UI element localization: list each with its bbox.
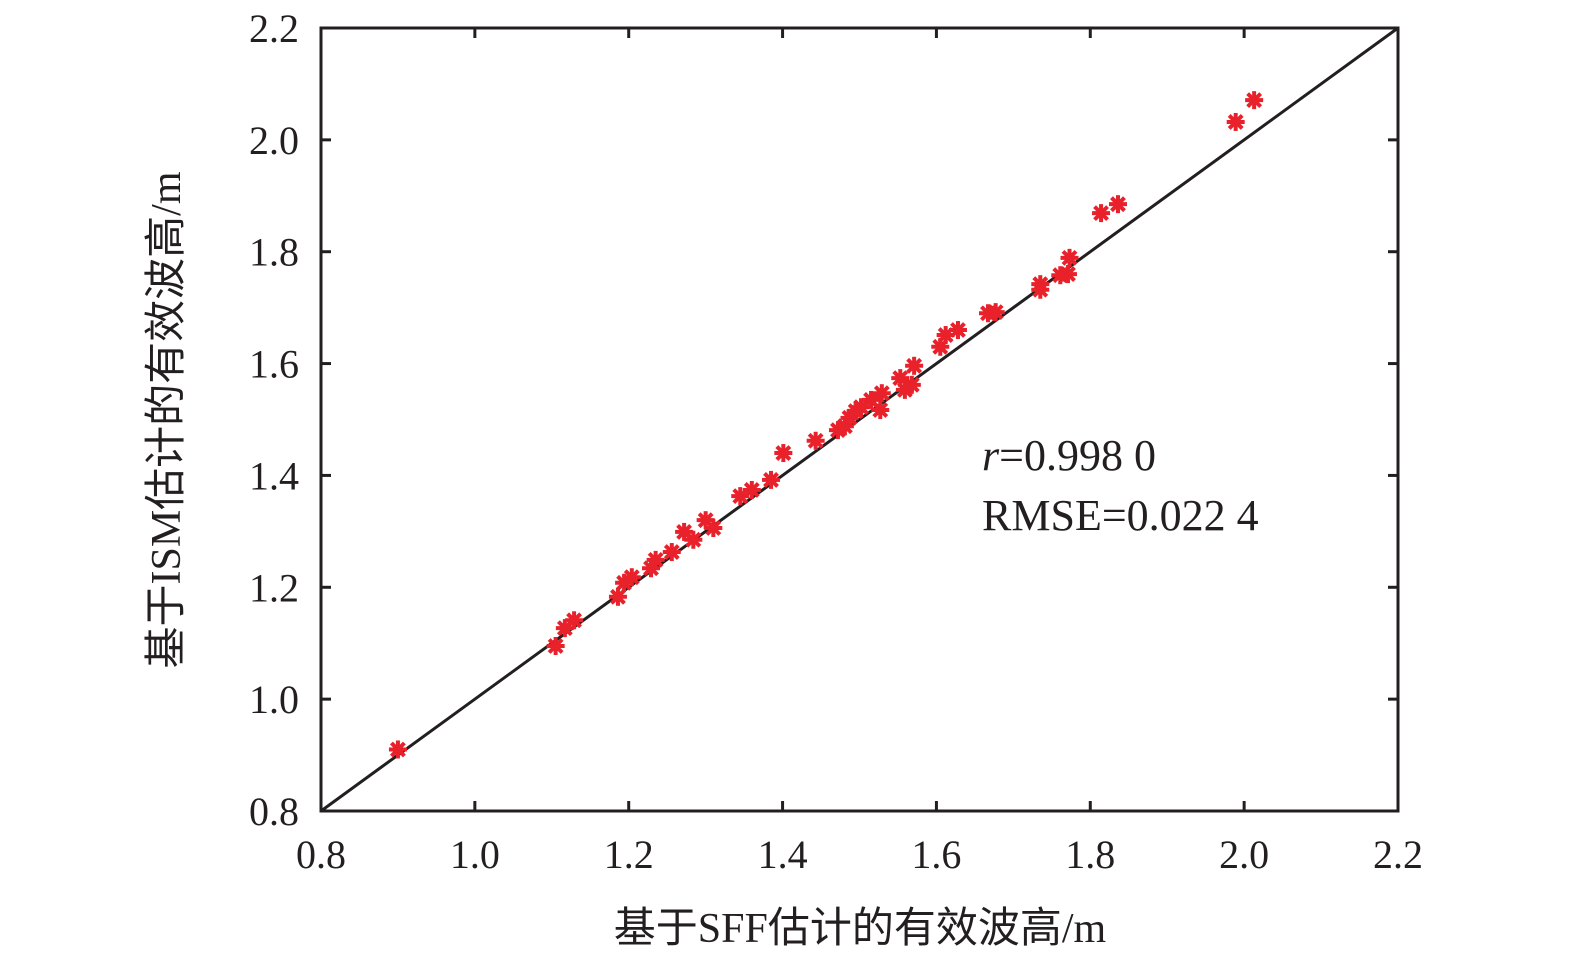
y-tick-label: 1.6 bbox=[249, 342, 299, 387]
data-point bbox=[608, 587, 627, 606]
data-point bbox=[622, 568, 641, 587]
reference-line bbox=[320, 26, 1399, 813]
x-tick-label: 1.8 bbox=[1065, 832, 1115, 877]
data-point bbox=[1031, 275, 1050, 294]
data-point bbox=[871, 400, 890, 419]
data-point bbox=[565, 611, 584, 630]
data-point bbox=[774, 444, 793, 463]
y-tick-label: 1.2 bbox=[249, 565, 299, 610]
data-point bbox=[684, 530, 703, 549]
x-axis-label: 基于SFF估计的有效波高/m bbox=[614, 906, 1107, 952]
y-tick-label: 1.0 bbox=[249, 677, 299, 722]
data-point bbox=[646, 550, 665, 569]
x-tick-label: 1.6 bbox=[911, 832, 961, 877]
data-point bbox=[902, 375, 921, 394]
y-tick-label: 1.8 bbox=[249, 230, 299, 275]
data-point bbox=[1092, 204, 1111, 223]
data-point bbox=[948, 321, 967, 340]
x-tick-label: 0.8 bbox=[296, 832, 346, 877]
data-point bbox=[762, 470, 781, 489]
data-point bbox=[872, 384, 891, 403]
data-point bbox=[742, 480, 761, 499]
data-point bbox=[704, 519, 723, 538]
data-point bbox=[1060, 248, 1079, 267]
x-tick-label: 1.0 bbox=[450, 832, 500, 877]
x-tick-label: 1.4 bbox=[758, 832, 808, 877]
data-point bbox=[546, 637, 565, 656]
annotation-rmse: RMSE=0.022 4 bbox=[982, 491, 1259, 540]
y-tick-label: 2.2 bbox=[249, 6, 299, 51]
x-tick-label: 2.0 bbox=[1219, 832, 1269, 877]
y-tick-label: 0.8 bbox=[249, 789, 299, 834]
data-point bbox=[1226, 112, 1245, 131]
x-tick-label: 1.2 bbox=[604, 832, 654, 877]
data-point bbox=[1108, 195, 1127, 214]
data-point bbox=[388, 740, 407, 759]
y-tick-label: 2.0 bbox=[249, 118, 299, 163]
data-point bbox=[986, 303, 1005, 322]
annotation-r: r=0.998 0 bbox=[982, 431, 1156, 480]
data-point bbox=[1245, 91, 1264, 110]
y-tick-label: 1.4 bbox=[249, 453, 299, 498]
data-point bbox=[806, 431, 825, 450]
data-point bbox=[662, 543, 681, 562]
data-point bbox=[1058, 265, 1077, 284]
data-point bbox=[905, 356, 924, 375]
x-tick-label: 2.2 bbox=[1373, 832, 1423, 877]
y-axis-label: 基于ISM估计的有效波高/m bbox=[144, 171, 190, 668]
plot-frame bbox=[319, 26, 1400, 813]
